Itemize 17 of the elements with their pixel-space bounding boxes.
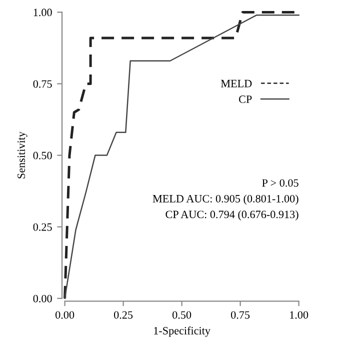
y-tick-label: 0.25 [33,223,52,231]
x-tick-label: 0.50 [172,311,192,319]
annotation: MELD AUC: 0.905 (0.801-1.00) [152,194,298,205]
y-tick-label: 0.00 [33,294,52,302]
y-tick-label: 1.00 [34,8,52,16]
y-axis-title: Sensitivity [18,132,28,178]
x-axis-title: 1-Specificity [154,326,210,337]
x-tick-label: 0.00 [56,311,74,319]
annotation: CP AUC: 0.794 (0.676-0.913) [166,210,298,220]
legend-label: MELD [220,80,252,88]
legend-label: CP [239,96,252,104]
y-tick-label: 0.50 [33,152,52,160]
y-tick-label: 0.75 [33,80,52,88]
x-tick-label: 1.00 [290,311,308,319]
x-tick-label: 0.75 [231,311,250,319]
annotation: P > 0.05 [262,179,298,187]
x-tick-label: 0.25 [114,311,133,319]
